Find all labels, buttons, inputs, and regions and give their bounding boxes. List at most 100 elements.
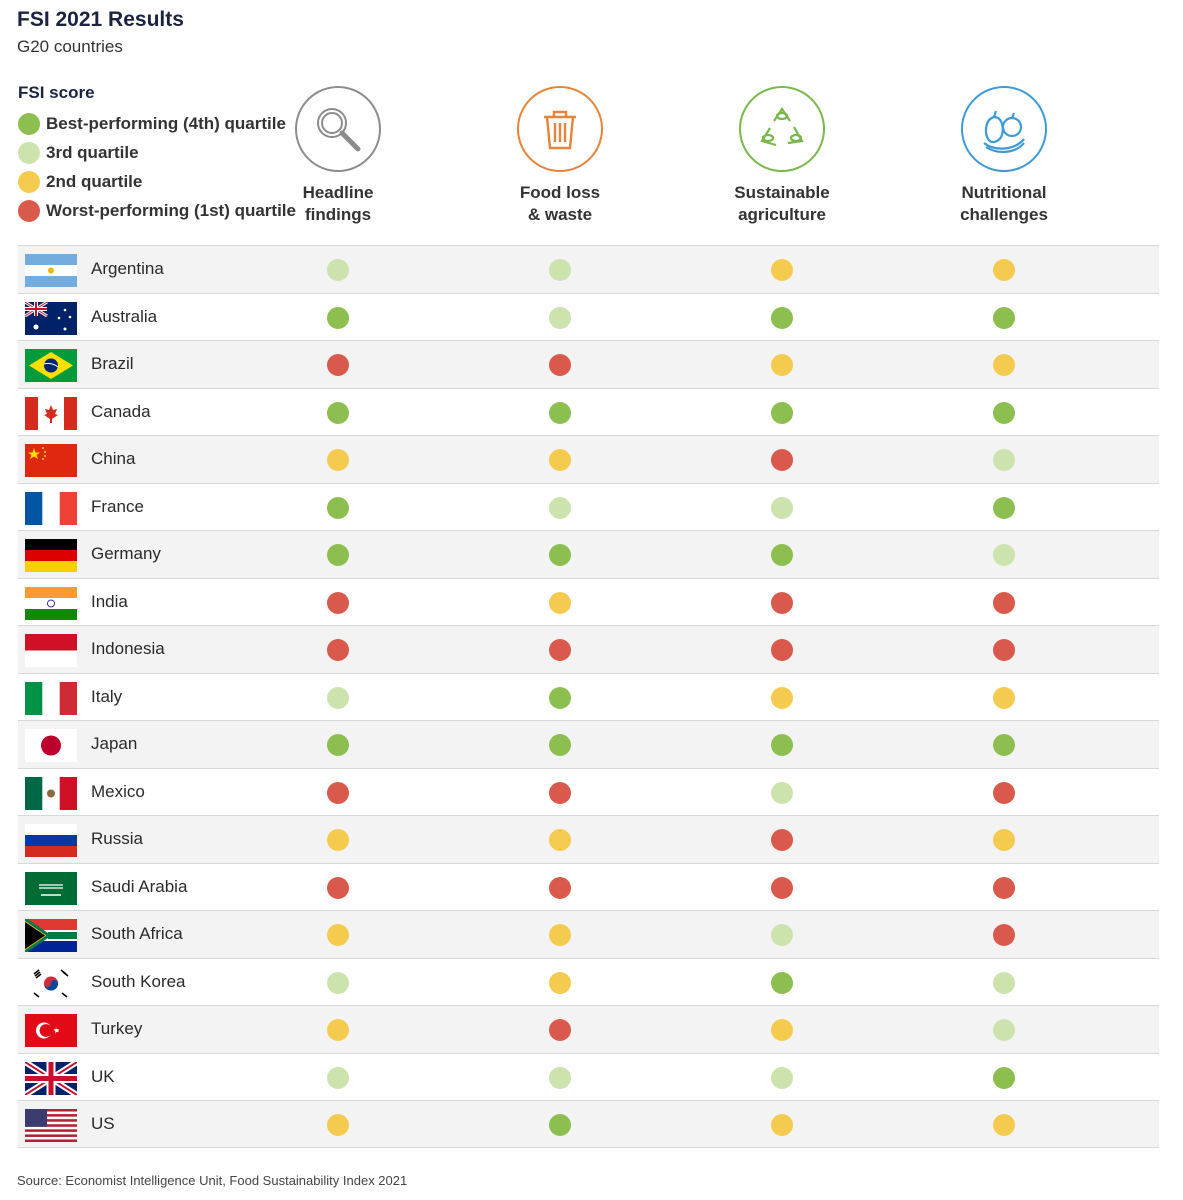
flag-russia <box>25 824 77 857</box>
score-dot-nutrition <box>993 971 1015 994</box>
table-row: Canada <box>18 387 1159 436</box>
table-row: Germany <box>18 530 1159 578</box>
table-row: Indonesia <box>18 625 1159 673</box>
score-dot-agriculture <box>771 1114 793 1136</box>
flag-italy <box>25 681 77 715</box>
country-name: South Africa <box>91 924 183 943</box>
country-name: India <box>91 591 128 611</box>
score-dot-headline <box>327 449 349 471</box>
flag-canada <box>25 396 77 430</box>
recycle-icon <box>739 86 825 172</box>
column-label-line1: Food loss <box>519 183 601 202</box>
score-dot-nutrition <box>993 924 1015 946</box>
score-dot-food-loss <box>549 354 571 376</box>
score-dot-headline <box>327 591 349 614</box>
country-name: Italy <box>91 686 123 706</box>
flag-uk <box>25 1061 77 1095</box>
flag-japan <box>25 729 77 762</box>
score-dot-nutrition <box>993 876 1015 899</box>
score-dot-headline <box>327 971 349 994</box>
score-dot-food-loss <box>549 876 571 899</box>
flag-brazil <box>25 349 77 382</box>
score-dot-food-loss <box>549 1066 571 1089</box>
score-dot-agriculture <box>771 829 793 851</box>
flag-saudi <box>25 871 77 905</box>
score-dot-agriculture <box>771 924 793 946</box>
trash-can-icon <box>517 86 603 172</box>
score-dot-headline <box>327 1019 349 1041</box>
table-row: Australia <box>18 292 1159 341</box>
score-dot-headline <box>327 401 349 424</box>
score-dot-headline <box>327 306 349 329</box>
score-dot-headline <box>327 259 349 281</box>
table-row: France <box>18 482 1159 531</box>
score-dot-agriculture <box>771 591 793 614</box>
table-row: Saudi Arabia <box>18 862 1159 911</box>
score-dot-agriculture <box>771 734 793 756</box>
column-label-line1: Nutritional <box>961 183 1047 202</box>
legend-label-q4: Best-performing (4th) quartile <box>46 113 286 133</box>
flag-us <box>25 1109 77 1142</box>
score-dot-nutrition <box>993 1019 1015 1041</box>
score-dot-headline <box>327 734 349 756</box>
table-row: India <box>18 577 1159 626</box>
flag-mexico <box>25 776 77 810</box>
score-dot-agriculture <box>771 259 793 281</box>
score-dot-agriculture <box>771 876 793 899</box>
legend: FSI score Best-performing (4th) quartile… <box>18 83 296 225</box>
country-name: Brazil <box>91 354 134 373</box>
flag-southkorea <box>25 966 77 1000</box>
table-row: UK <box>18 1052 1159 1101</box>
results-table: Argentina Australia Brazil Canada China Franc… <box>18 245 1159 1148</box>
score-dot-agriculture <box>771 449 793 471</box>
country-name: Australia <box>91 306 158 326</box>
country-name: China <box>91 449 136 468</box>
score-dot-food-loss <box>549 591 571 614</box>
table-row: Japan <box>18 720 1159 768</box>
score-dot-headline <box>327 686 349 709</box>
score-dot-agriculture <box>771 401 793 424</box>
legend-dot-q3 <box>18 141 40 164</box>
table-row: Mexico <box>18 767 1159 816</box>
score-dot-headline <box>327 639 349 661</box>
score-dot-food-loss <box>549 1019 571 1041</box>
column-label-line2: & waste <box>527 205 593 224</box>
table-row: Turkey <box>18 1005 1159 1053</box>
country-name: Indonesia <box>91 639 165 658</box>
flag-china <box>25 444 77 477</box>
legend-item-q1: Worst-performing (1st) quartile <box>18 196 296 225</box>
score-dot-nutrition <box>993 259 1015 281</box>
table-row: Russia <box>18 815 1159 863</box>
score-dot-headline <box>327 544 349 566</box>
score-dot-agriculture <box>771 354 793 376</box>
score-dot-agriculture <box>771 544 793 566</box>
country-name: Argentina <box>91 259 164 278</box>
score-dot-headline <box>327 1066 349 1089</box>
column-label-line1: Headline <box>302 183 374 202</box>
score-dot-agriculture <box>771 781 793 804</box>
score-dot-food-loss <box>549 781 571 804</box>
score-dot-nutrition <box>993 1066 1015 1089</box>
flag-argentina <box>25 254 77 287</box>
score-dot-food-loss <box>549 686 571 709</box>
chart-title: FSI 2021 Results <box>17 8 184 31</box>
score-dot-nutrition <box>993 449 1015 471</box>
score-dot-food-loss <box>549 306 571 329</box>
score-dot-nutrition <box>993 829 1015 851</box>
score-dot-nutrition <box>993 1114 1015 1136</box>
table-row: US <box>18 1100 1159 1148</box>
legend-item-q4: Best-performing (4th) quartile <box>18 109 296 138</box>
score-dot-nutrition <box>993 686 1015 709</box>
source-note: Source: Economist Intelligence Unit, Foo… <box>17 1173 408 1188</box>
score-dot-agriculture <box>771 306 793 329</box>
country-name: South Korea <box>91 971 186 991</box>
score-dot-nutrition <box>993 544 1015 566</box>
country-name: Mexico <box>91 781 145 801</box>
score-dot-food-loss <box>549 734 571 756</box>
flag-india <box>25 586 77 620</box>
score-dot-agriculture <box>771 971 793 994</box>
score-dot-nutrition <box>993 591 1015 614</box>
score-dot-agriculture <box>771 496 793 519</box>
table-row: Brazil <box>18 340 1159 388</box>
column-header-nutrition: Nutritional challenges <box>914 86 1094 226</box>
